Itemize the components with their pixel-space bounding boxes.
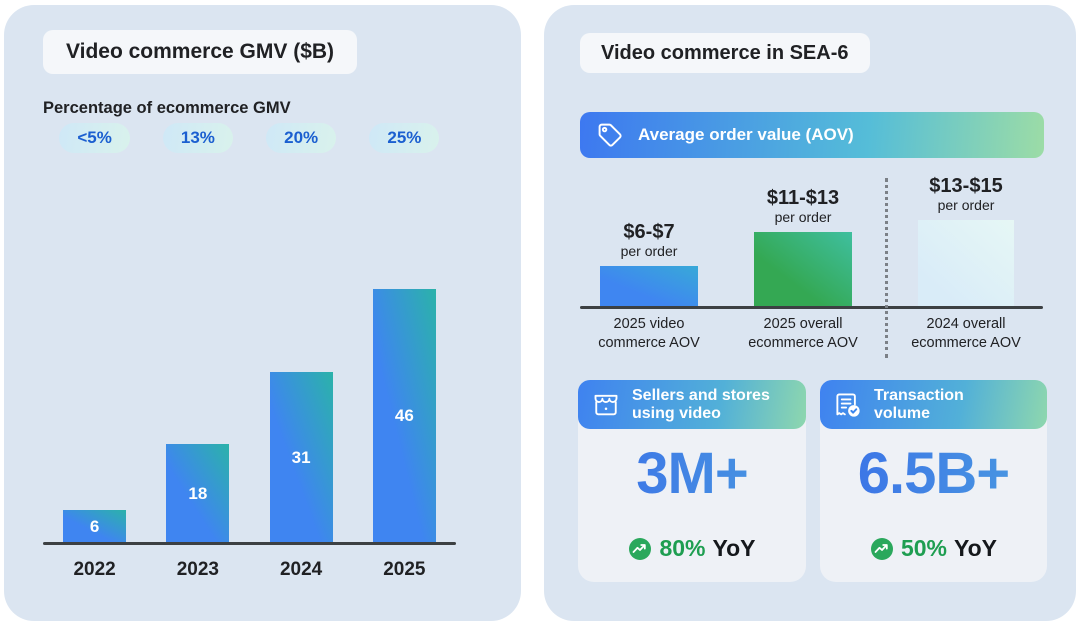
transactions-header-line: volume (874, 404, 931, 422)
aov-category-line: ecommerce AOV (748, 335, 858, 352)
sellers-card-header: Sellers and stores using video (578, 380, 806, 429)
pct-badge: 20% (266, 123, 337, 153)
gmv-bar-2023: 18 (166, 444, 230, 543)
gmv-bar-2025: 46 (372, 289, 436, 543)
aov-dotted-divider (885, 178, 888, 358)
aov-bar-video-2025 (600, 266, 698, 306)
aov-bar-chart: $6-$7 per order $11-$13 per order $13-$1… (580, 106, 1044, 306)
transactions-header-line: Transaction (874, 386, 964, 404)
gmv-bar-value: 31 (291, 447, 311, 467)
aov-category-line: 2025 overall (763, 316, 843, 332)
aov-bar-overall-2024 (918, 220, 1014, 306)
pct-badge: 25% (369, 123, 440, 153)
aov-range-label: $11-$13 (766, 187, 840, 209)
aov-category-line: commerce AOV (598, 335, 700, 352)
gmv-year-label: 2023 (176, 559, 220, 580)
gmv-panel-title-box: Video commerce GMV ($B) (43, 30, 358, 74)
gmv-panel: Video commerce GMV ($B) Percentage of ec… (4, 5, 521, 621)
gmv-bar-column: 6 (43, 510, 146, 543)
gmv-bar-column: 31 (250, 372, 353, 543)
transactions-card-header-text: Transaction volume (874, 387, 964, 423)
sellers-yoy-pct: 80% (659, 535, 706, 561)
gmv-year-label: 2024 (279, 559, 323, 580)
sellers-header-line: Sellers and stores (632, 386, 770, 404)
price-tag-icon (597, 122, 623, 148)
sellers-yoy-suffix: YoY (712, 535, 756, 561)
gmv-bar-2022: 6 (63, 510, 127, 543)
aov-category-label: 2025 video commerce AOV (579, 315, 719, 353)
aov-banner-label: Average order value (AOV) (638, 125, 854, 144)
gmv-bar-chart: 6 18 31 46 (43, 289, 456, 543)
sea6-panel: Video commerce in SEA-6 Average order va… (544, 5, 1076, 621)
sellers-stat-value: 3M+ (578, 440, 806, 507)
aov-range-label: $6-$7 (623, 221, 675, 243)
gmv-bar-2024: 31 (269, 372, 333, 543)
aov-category-line: 2025 video (613, 316, 685, 332)
gmv-year-label: 2025 (383, 559, 426, 580)
aov-unit-label: per order (774, 209, 832, 225)
aov-group-overall-2024: $13-$15 per order (918, 175, 1014, 306)
gmv-x-axis (43, 542, 456, 545)
aov-category-label: 2024 overall ecommerce AOV (891, 315, 1041, 353)
sellers-stat-card: Sellers and stores using video 3M+ 80% Y… (578, 380, 806, 582)
sellers-header-line: using video (632, 404, 721, 422)
transactions-stat-card: Transaction volume 6.5B+ 50% YoY (820, 380, 1047, 582)
transaction-check-icon (833, 390, 863, 420)
aov-x-axis (580, 306, 1043, 309)
pct-badges-row: <5% 13% 20% 25% (43, 123, 456, 153)
pct-of-ecommerce-label: Percentage of ecommerce GMV (43, 99, 291, 117)
gmv-year-label: 2022 (73, 559, 116, 580)
gmv-x-axis-labels: 2022 2023 2024 2025 (43, 559, 456, 581)
aov-group-overall-2025: $11-$13 per order (754, 187, 852, 306)
aov-banner: Average order value (AOV) (580, 112, 1044, 158)
aov-bar-overall-2025 (754, 232, 852, 306)
gmv-panel-title: Video commerce GMV ($B) (66, 40, 335, 63)
aov-range-label: $13-$15 (929, 175, 1003, 197)
aov-group-video-2025: $6-$7 per order (600, 221, 698, 306)
transactions-yoy-row: 50% YoY (820, 535, 1047, 562)
pct-badge: 13% (162, 123, 233, 153)
aov-category-line: ecommerce AOV (911, 335, 1021, 352)
gmv-bar-column: 18 (146, 444, 249, 543)
transactions-yoy-pct: 50% (900, 535, 947, 561)
pct-badge: <5% (59, 123, 130, 153)
aov-unit-label: per order (620, 243, 678, 259)
transactions-yoy-suffix: YoY (954, 535, 998, 561)
sellers-yoy-row: 80% YoY (578, 535, 806, 562)
aov-category-label: 2025 overall ecommerce AOV (728, 315, 878, 353)
storefront-icon (591, 390, 621, 420)
sellers-card-header-text: Sellers and stores using video (632, 387, 770, 423)
transactions-stat-value: 6.5B+ (820, 440, 1047, 507)
trend-up-icon (628, 537, 652, 561)
gmv-bar-column: 46 (353, 289, 456, 543)
aov-unit-label: per order (937, 197, 995, 213)
gmv-bar-value: 6 (89, 516, 100, 536)
gmv-bar-value: 18 (188, 483, 208, 503)
transactions-card-header: Transaction volume (820, 380, 1047, 429)
trend-up-icon (870, 537, 894, 561)
gmv-bar-value: 46 (394, 406, 414, 425)
sea6-panel-title: Video commerce in SEA-6 (601, 41, 849, 64)
aov-category-line: 2024 overall (926, 316, 1006, 332)
sea6-panel-title-box: Video commerce in SEA-6 (580, 33, 870, 73)
